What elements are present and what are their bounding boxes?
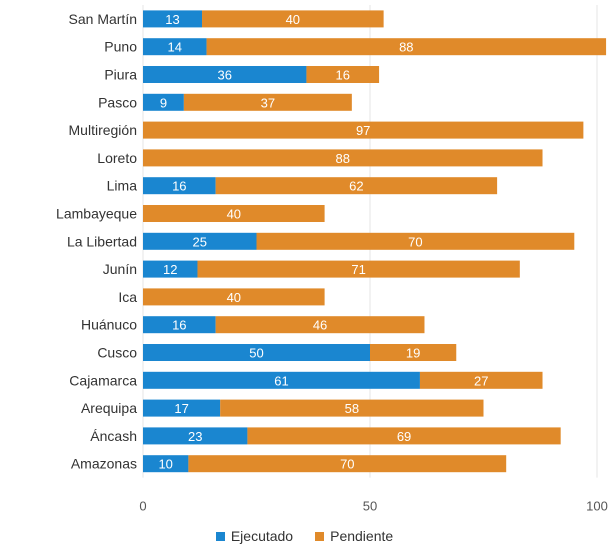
bar-segment-ejecutado: [143, 371, 420, 389]
bar-segment-pendiente: [215, 177, 498, 195]
data-label: 17: [174, 401, 188, 416]
bar-segment-ejecutado: [143, 399, 221, 417]
legend-item-ejecutado: Ejecutado: [215, 528, 294, 544]
bar-segment-pendiente: [197, 260, 520, 278]
bar-segment-ejecutado: [143, 344, 370, 361]
category-label: Lima: [107, 178, 138, 194]
category-label: La Libertad: [67, 233, 137, 249]
bar-segment-ejecutado: [143, 316, 216, 334]
data-label: 46: [313, 318, 327, 333]
category-label: Junín: [103, 261, 137, 277]
data-label: 88: [336, 151, 350, 166]
category-label: Áncash: [90, 428, 137, 444]
data-label: 37: [261, 95, 275, 110]
category-label: Loreto: [97, 150, 137, 166]
data-label: 25: [193, 234, 207, 249]
category-label: Piura: [104, 67, 137, 83]
category-label: Huánuco: [81, 317, 137, 333]
data-label: 70: [408, 234, 422, 249]
data-label: 71: [351, 262, 365, 277]
data-label: 61: [274, 373, 288, 388]
bar-segment-pendiente: [215, 316, 425, 334]
data-label: 58: [345, 401, 359, 416]
category-label: Lambayeque: [56, 206, 137, 222]
bar-segment-ejecutado: [143, 232, 257, 250]
bar-segment-ejecutado: [143, 260, 198, 278]
bar-segment-pendiente: [183, 93, 352, 111]
bar-segment-pendiente: [220, 399, 484, 417]
legend-label-pendiente: Pendiente: [330, 528, 394, 544]
data-label: 36: [217, 68, 231, 83]
bar-segment-pendiente: [143, 288, 325, 306]
bar-segment-pendiente: [143, 149, 543, 167]
bar-segment-pendiente: [306, 66, 380, 83]
data-label: 88: [399, 40, 413, 55]
data-label: 27: [474, 373, 488, 388]
bar-segment-ejecutado: [143, 66, 307, 83]
data-label: 97: [356, 123, 370, 138]
bar-segment-ejecutado: [143, 455, 189, 473]
data-label: 13: [165, 12, 179, 27]
bar-segment-pendiente: [202, 10, 384, 28]
legend-item-pendiente: Pendiente: [315, 528, 393, 544]
category-label: Cusco: [97, 345, 137, 361]
category-label: Amazonas: [71, 456, 137, 472]
bar-segment-ejecutado: [143, 93, 184, 111]
bar-segment-pendiente: [256, 232, 575, 250]
bar-segment-pendiente: [247, 427, 561, 445]
data-label: 9: [160, 95, 167, 110]
data-label: 14: [168, 40, 182, 55]
data-label: 10: [158, 457, 172, 472]
legend: Ejecutado Pendiente: [0, 528, 609, 544]
x-tick-label: 0: [139, 499, 146, 514]
legend-label-ejecutado: Ejecutado: [230, 528, 294, 544]
bar-segment-ejecutado: [143, 10, 203, 28]
bar-segment-pendiente: [143, 121, 584, 139]
data-label: 70: [340, 457, 354, 472]
bar-segment-pendiente: [143, 205, 325, 222]
bar-segment-pendiente: [370, 344, 457, 361]
bar-segment-ejecutado: [143, 38, 207, 56]
bar-segment-pendiente: [419, 371, 543, 389]
data-label: 40: [286, 12, 300, 27]
category-labels: San Martín Puno Piura Pasco Multiregión Loret…: [56, 11, 137, 472]
bar-segment-pendiente: [188, 455, 507, 473]
x-axis-ticks: 0 50 100: [139, 499, 607, 514]
data-label: 40: [227, 290, 241, 305]
category-label: Cajamarca: [69, 372, 137, 388]
category-label: Multiregión: [69, 122, 137, 138]
legend-swatch-ejecutado: [215, 531, 225, 541]
data-label: 50: [249, 346, 263, 361]
bar-segment-pendiente: [206, 38, 607, 56]
legend-swatch-pendiente: [315, 531, 325, 541]
category-label: Ica: [118, 289, 137, 305]
data-label: 23: [188, 429, 202, 444]
bar-segment-ejecutado: [143, 177, 216, 195]
data-label: 69: [397, 429, 411, 444]
category-label: Pasco: [98, 94, 137, 110]
data-label: 16: [172, 318, 186, 333]
x-tick-label: 100: [586, 499, 608, 514]
category-label: San Martín: [69, 11, 137, 27]
data-label: 19: [406, 346, 420, 361]
x-tick-label: 50: [363, 499, 377, 514]
data-label: 12: [163, 262, 177, 277]
bar-segment-ejecutado: [143, 427, 248, 445]
bars: 13 40 14 88 36 16 9 37 97 88 16 62 40 25 70 12 71 40 16 46 5…: [143, 10, 607, 473]
data-label: 40: [227, 207, 241, 222]
data-label: 62: [349, 179, 363, 194]
category-label: Arequipa: [81, 400, 137, 416]
category-label: Puno: [104, 39, 137, 55]
data-label: 16: [336, 68, 350, 83]
data-label: 16: [172, 179, 186, 194]
